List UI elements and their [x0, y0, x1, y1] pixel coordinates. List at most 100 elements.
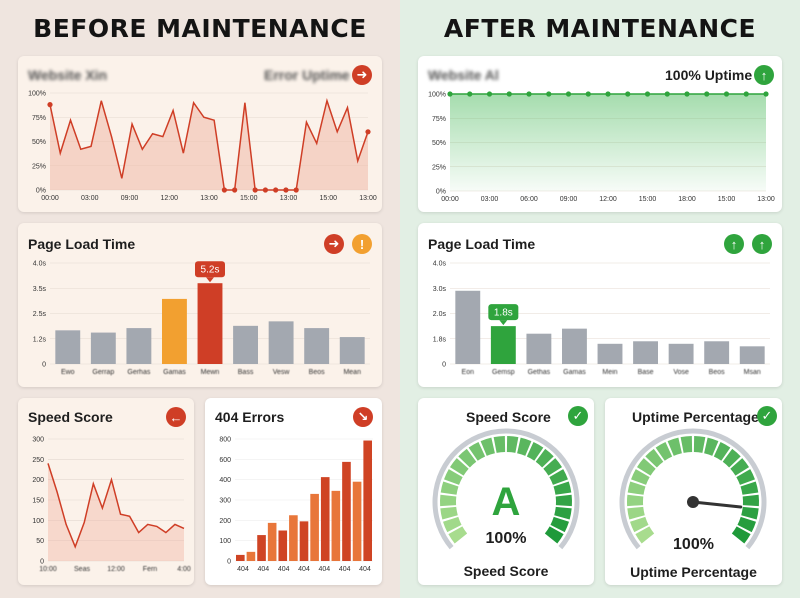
x-tick-label: Gamas [563, 369, 586, 376]
gauge-segment [636, 458, 656, 476]
gauge-segment [736, 469, 755, 485]
gauge-segment [550, 516, 569, 533]
gauge-segment [680, 436, 693, 453]
bar [633, 341, 658, 364]
before-uptime-card: Website Xin Error Uptime ➜ 100% 75% 50% 25%… [18, 56, 382, 212]
card-title: Website Al [428, 67, 499, 83]
gauge-segment [544, 526, 564, 544]
y-tick-label: 100 [32, 518, 44, 525]
card-title: Page Load Time [428, 236, 536, 252]
bar [739, 346, 765, 364]
uptime-value: 100% [673, 536, 714, 553]
uptime-point [565, 91, 572, 97]
y-tick-label: 150 [32, 498, 44, 505]
gauge-segment [741, 506, 759, 520]
x-tick-label: 03:00 [81, 195, 99, 202]
uptime-point [546, 91, 552, 97]
gauge-segment [549, 469, 568, 485]
uptime-point [283, 187, 289, 193]
bar [304, 328, 330, 364]
uptime-gauge [619, 428, 767, 550]
gauge-segment [740, 481, 759, 495]
bar [597, 343, 623, 364]
bar [197, 283, 223, 364]
x-tick-label: Base [638, 369, 654, 376]
gauge-segment [693, 436, 706, 453]
bar [352, 481, 362, 561]
uptime-point [664, 91, 670, 97]
uptime-point [293, 187, 299, 193]
y-tick-label: 2.5s [33, 311, 47, 318]
uptime-point [704, 91, 710, 97]
before-heading: BEFORE MAINTENANCE [33, 14, 367, 43]
card-title: Speed Score [466, 409, 551, 425]
warning-icon[interactable]: ! [352, 234, 372, 254]
x-tick-label: 06:00 [520, 196, 538, 203]
arrow-right-icon[interactable]: ➜ [352, 65, 372, 85]
gauge-segment [722, 448, 741, 468]
y-tick-label: 400 [219, 477, 231, 484]
bar [363, 440, 372, 561]
uptime-point [232, 187, 238, 193]
x-tick-label: Gethas [528, 369, 551, 376]
x-tick-label: 03:00 [481, 196, 499, 203]
bar-callout-box [195, 261, 225, 278]
uptime-point [723, 91, 730, 97]
before-errors-card: 404 Errors ↘ 800 600 400 300 200 100 0 404 404 40… [205, 398, 382, 585]
gauge-segment [730, 458, 750, 476]
y-tick-label: 250 [32, 457, 44, 464]
uptime-point [506, 91, 512, 97]
after-panel: AFTER MAINTENANCE Website Al 100% Uptime… [400, 0, 800, 598]
gauge-rim [432, 428, 580, 550]
gauge-segment [627, 506, 645, 520]
bar [339, 337, 365, 364]
bar [90, 332, 116, 364]
arrow-up-icon[interactable]: ↑ [754, 65, 774, 85]
arrow-right-icon[interactable]: ➜ [324, 234, 344, 254]
after-heading: AFTER MAINTENANCE [443, 14, 757, 43]
x-tick-label: 00:00 [41, 195, 59, 202]
uptime-point [467, 91, 473, 97]
uptime-area [50, 100, 368, 190]
y-tick-label: 4.0s [33, 261, 47, 268]
check-icon: ✓ [568, 406, 588, 426]
x-tick-label: Gamas [163, 369, 186, 376]
speed-grade: A [491, 480, 521, 524]
gauge-segment [555, 494, 572, 507]
gauge-segment [493, 436, 506, 453]
y-tick-label: 0 [40, 559, 44, 566]
gauge-segment [713, 442, 731, 461]
y-tick-label: 300 [219, 498, 231, 505]
check-icon: ✓ [757, 406, 777, 426]
gauge-segment [554, 506, 572, 520]
bar [289, 515, 298, 561]
uptime-point [585, 91, 591, 97]
card-title: Website Xin [28, 67, 108, 83]
arrow-left-icon[interactable]: ← [166, 407, 186, 427]
x-tick-label: 18:00 [678, 196, 696, 203]
x-tick-label: Mewn [201, 369, 220, 376]
arrow-down-right-icon[interactable]: ↘ [353, 407, 373, 427]
uptime-area [450, 94, 766, 191]
gauge-segment [458, 448, 477, 468]
uptime-point [605, 91, 611, 97]
uptime-point [221, 187, 227, 193]
gauge-segment [627, 494, 644, 507]
gauge-segment [443, 516, 462, 533]
speed-series-line [47, 463, 185, 549]
gauge-segment [553, 481, 572, 495]
arrow-up-icon[interactable]: ↑ [724, 234, 744, 254]
y-tick-label: 100% [28, 91, 46, 98]
y-tick-label: 100% [428, 92, 446, 99]
arrow-up-icon[interactable]: ↑ [752, 234, 772, 254]
after-load-chart: 4.0s 3.0s 2.0s 1.8s 0 Eon Gemsp Gethas Gamas Mein… [433, 261, 770, 376]
y-tick-label: 50% [432, 140, 446, 147]
bar [704, 341, 730, 364]
gauge-segment [731, 526, 751, 544]
bar [233, 325, 258, 364]
uptime-caption: Uptime Percentage [630, 564, 757, 580]
x-tick-label: Ewo [61, 369, 75, 376]
x-tick-label: 15:00 [718, 196, 736, 203]
x-tick-label: 404 [339, 566, 351, 573]
bar [342, 461, 351, 561]
